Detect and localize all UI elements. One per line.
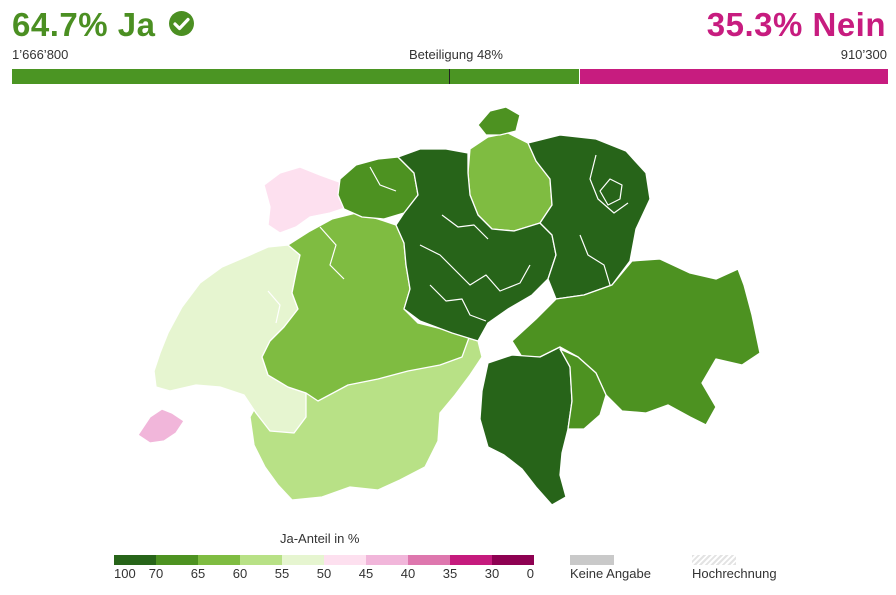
legend-tick-label: 35 [442,566,458,581]
legend-tick-label: 45 [358,566,374,581]
region-west-central[interactable] [261,212,471,402]
legend-tick-label: 30 [484,566,500,581]
region-north-enclave[interactable] [477,106,521,136]
no-percentage: 35.3% Nein [706,6,886,43]
majority-marker [449,69,450,84]
no-data-swatch [570,555,614,565]
yes-percentage: 64.7% Ja [12,6,156,43]
switzerland-map[interactable] [0,95,896,515]
no-data-label: Keine Angabe [570,566,651,581]
legend-swatch [408,555,450,565]
yes-result: 64.7% Ja [12,6,195,44]
region-east-inner[interactable] [559,348,607,430]
legend-tick-label: 0 [526,566,534,581]
region-southeast[interactable] [511,258,761,426]
legend-swatch [282,555,324,565]
projection-label: Hochrechnung [692,566,777,581]
legend-tick-label: 65 [190,566,206,581]
legend-tick-label: 100 [114,566,136,581]
yes-bar-segment [12,69,579,84]
check-icon [169,10,195,36]
yes-votes: 1’666’800 [12,47,69,62]
legend-swatch [324,555,366,565]
region-central[interactable] [395,148,557,342]
legend-swatch [366,555,408,565]
legend-swatch [240,555,282,565]
region-south[interactable] [479,346,573,506]
legend-swatch [492,555,534,565]
legend-swatch [156,555,198,565]
legend-swatch [450,555,492,565]
legend-tick-label: 40 [400,566,416,581]
turnout: Beteiligung 48% [409,47,503,62]
region-northwest-jura[interactable] [263,166,357,234]
projection-swatch [692,555,736,565]
no-bar-segment [580,69,888,84]
legend-swatch [114,555,156,565]
no-votes: 910’300 [840,47,887,62]
legend-ticks: 100 70 65 60 55 50 45 40 35 30 0 [114,566,534,582]
legend-tick-label: 70 [148,566,164,581]
legend-swatch [198,555,240,565]
legend-color-scale [114,555,534,565]
canton-borders [267,154,629,324]
legend-title: Ja-Anteil in % [280,531,360,546]
legend-tick-label: 60 [232,566,248,581]
legend-tick-label: 50 [316,566,332,581]
legend-tick-label: 55 [274,566,290,581]
region-geneva[interactable] [137,408,185,444]
result-bar [12,69,888,84]
